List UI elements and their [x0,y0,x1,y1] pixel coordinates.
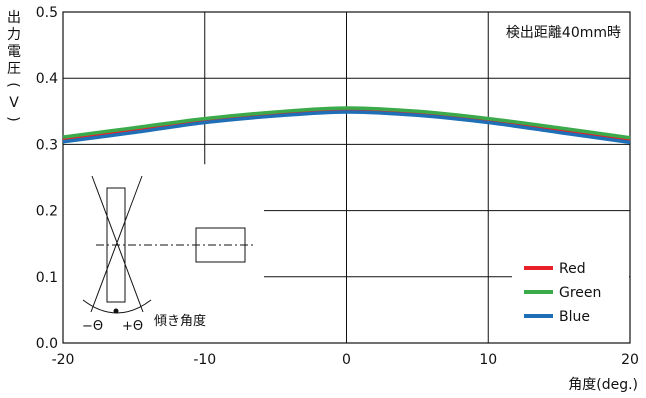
detection-distance-annotation: 検出距離40mm時 [506,24,621,41]
y-axis-label-char: ) [5,116,21,121]
y-tick-label: 0.3 [36,137,58,153]
y-tick-labels: 0.0 0.1 0.2 0.3 0.4 0.5 [36,5,58,352]
y-axis-label-char: 出 [7,10,21,26]
x-tick-label: 10 [479,352,497,368]
y-tick-label: 0.5 [36,5,58,21]
inset-tilt-line-left [91,175,144,313]
x-tick-labels: -20 -10 0 10 20 [52,352,639,368]
y-axis-label-char: 電 [7,44,21,60]
y-tick-label: 0.2 [36,204,58,220]
legend: Red Green Blue [524,261,601,325]
inset-background [64,168,264,342]
legend-label-blue: Blue [559,309,590,325]
legend-label-green: Green [559,285,601,301]
series-line-blue [62,110,631,145]
inset-tilt-line-right [90,175,143,313]
y-axis-label-char: V [9,95,19,111]
inset-sensor-body [106,187,126,303]
tilt-angle-inset-diagram: −Θ +Θ 傾き角度 [64,168,264,342]
series-line-green [62,106,631,140]
inset-plus-theta: +Θ [122,319,143,334]
inset-target-object [195,227,246,263]
inset-angle-label: 傾き角度 [154,313,206,329]
inset-pivot-dot [113,308,119,314]
y-axis-label-char: 圧 [7,61,21,77]
y-tick-label: 0.0 [36,336,58,352]
inset-minus-theta: −Θ [82,319,103,334]
y-axis-label-char: 力 [7,27,21,43]
y-tick-label: 0.4 [36,71,58,87]
legend-label-red: Red [559,261,586,277]
series-lines [62,106,631,145]
x-tick-label: 0 [342,352,351,368]
x-tick-label: -10 [193,352,216,368]
x-tick-label: 20 [621,352,639,368]
x-axis-label: 角度(deg.) [568,377,638,393]
y-axis-label-char: ( [5,82,21,87]
x-tick-label: -20 [52,352,75,368]
y-tick-label: 0.1 [36,270,58,286]
